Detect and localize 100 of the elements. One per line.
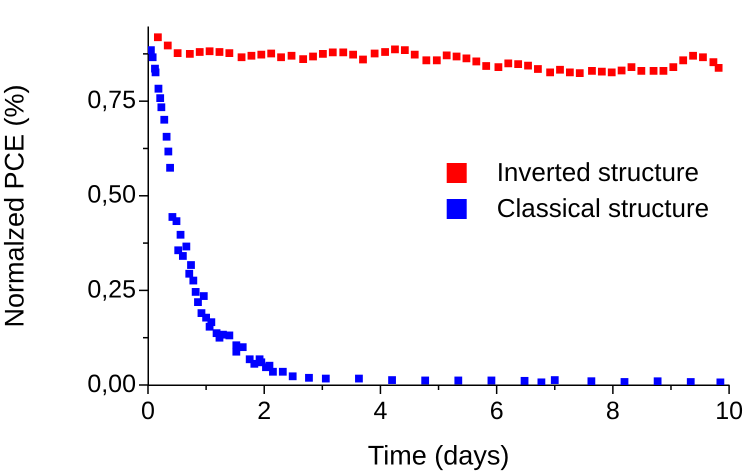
point (482, 62, 490, 70)
point (299, 55, 308, 64)
point (269, 368, 277, 376)
point (650, 67, 658, 75)
point (248, 52, 256, 60)
point (355, 374, 363, 382)
y-tick-label: 0,75 (87, 86, 136, 114)
point (504, 59, 512, 68)
point (152, 68, 160, 76)
x-tick-label: 6 (490, 396, 504, 425)
point (370, 50, 379, 58)
point (156, 94, 164, 102)
point (520, 376, 528, 385)
point (538, 378, 546, 385)
point (288, 52, 296, 60)
point (620, 378, 628, 385)
point (618, 66, 626, 74)
point (172, 217, 180, 226)
y-tick-label: 0,00 (87, 370, 136, 398)
point (206, 47, 214, 56)
point (546, 68, 554, 76)
point (164, 148, 172, 156)
point (157, 103, 166, 112)
point (422, 56, 430, 64)
x-tick-label: 0 (141, 396, 155, 425)
point (534, 65, 542, 73)
point (576, 69, 584, 78)
point (328, 48, 337, 56)
point (267, 50, 276, 58)
point (400, 46, 409, 54)
point (598, 68, 606, 76)
y-tick-label: 0,50 (87, 180, 136, 209)
point (472, 58, 480, 66)
point (154, 84, 162, 93)
point (305, 374, 313, 382)
point (637, 67, 646, 75)
point (186, 50, 194, 58)
point (628, 63, 636, 72)
point (166, 164, 174, 172)
point (277, 53, 285, 62)
point (216, 48, 224, 56)
point (654, 377, 662, 385)
point (349, 50, 358, 59)
point (410, 50, 419, 59)
point (162, 132, 170, 141)
point (192, 288, 200, 296)
point (514, 60, 522, 68)
point (189, 276, 198, 284)
point (148, 46, 155, 54)
x-tick-label: 8 (606, 396, 620, 425)
legend-label: Inverted structure (496, 157, 700, 188)
point (148, 53, 157, 62)
point (238, 53, 246, 62)
point (194, 298, 202, 306)
x-tick-label: 4 (373, 396, 388, 425)
point (454, 376, 462, 384)
point (182, 242, 190, 250)
y-tick-label: 0,25 (87, 275, 136, 304)
point (462, 54, 470, 62)
point (322, 374, 330, 382)
point (278, 368, 287, 376)
point (359, 56, 367, 64)
point (488, 376, 496, 384)
point (699, 53, 707, 62)
point (381, 48, 389, 56)
point (524, 62, 532, 70)
point (442, 51, 451, 60)
point (309, 52, 317, 60)
point (288, 372, 297, 380)
point (660, 67, 668, 75)
point (178, 252, 187, 260)
point (176, 230, 184, 239)
point (421, 376, 430, 384)
point (452, 52, 460, 60)
point (686, 378, 695, 385)
point (669, 63, 678, 72)
point (716, 378, 724, 385)
y-axis-title: Normalzed PCE (%) (0, 84, 30, 328)
point (566, 68, 574, 76)
point (494, 63, 502, 72)
point (608, 68, 616, 76)
point (588, 67, 596, 75)
point (319, 50, 327, 58)
point (154, 33, 162, 42)
point (679, 56, 688, 64)
point (196, 48, 204, 56)
point (257, 50, 266, 59)
point (339, 48, 348, 56)
point (164, 42, 172, 50)
point (391, 45, 399, 54)
point (689, 52, 697, 60)
x-tick-label: 10 (715, 396, 743, 425)
point (187, 261, 195, 269)
point (432, 56, 441, 64)
legend-label: Classical structure (496, 193, 710, 224)
x-tick-label: 2 (257, 396, 272, 425)
point (225, 332, 234, 340)
point (587, 377, 596, 385)
point (556, 66, 564, 74)
point (225, 49, 234, 57)
